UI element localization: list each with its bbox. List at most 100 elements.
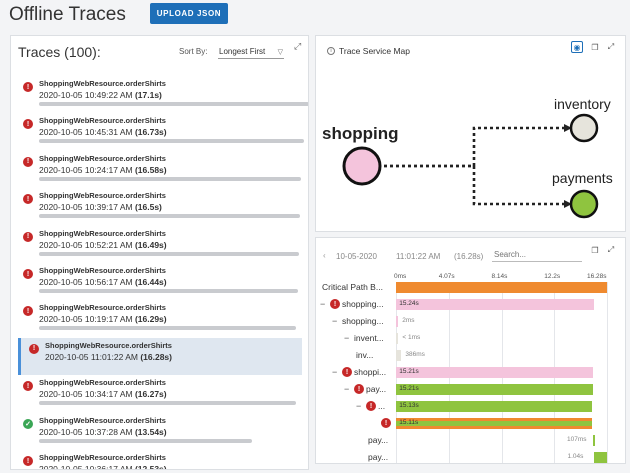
trace-timestamp: 2020-10-05 10:56:17 AM (16.44s) — [39, 277, 167, 287]
collapse-icon[interactable]: − — [344, 384, 350, 394]
error-icon: ! — [342, 367, 352, 377]
trace-time-value: 2020-10-05 10:49:22 AM — [39, 90, 133, 100]
trace-list-item[interactable]: ✓ ShoppingWebResource.orderShirts 2020-10-… — [11, 413, 308, 450]
trace-list-item[interactable]: ! ShoppingWebResource.orderShirts 2020-10-… — [11, 151, 308, 188]
span-row[interactable]: pay... 107ms — [316, 432, 625, 449]
span-row[interactable]: −! shoppi... 15.21s — [316, 364, 625, 381]
collapse-icon[interactable]: − — [344, 333, 350, 343]
span-bar[interactable] — [396, 384, 594, 395]
span-bar[interactable] — [396, 418, 593, 429]
critical-path-row[interactable]: Critical Path B... — [316, 279, 625, 296]
trace-duration: (16.73s) — [134, 127, 167, 138]
span-duration-label: < 1ms — [402, 334, 421, 341]
trace-name: ShoppingWebResource.orderShirts — [39, 228, 166, 238]
collapse-icon[interactable]: − — [356, 401, 362, 411]
node-payments[interactable] — [569, 189, 599, 219]
trace-list-item[interactable]: ! ShoppingWebResource.orderShirts 2020-10-… — [11, 76, 308, 113]
arrowhead-payments — [564, 200, 572, 208]
trace-waterfall-panel: ‹ 10-05-2020 11:01:22 AM (16.28s) ❐ ⤢ 0m… — [315, 237, 626, 464]
trace-list-item[interactable]: ! ShoppingWebResource.orderShirts 2020-10-… — [18, 337, 302, 375]
collapse-icon[interactable]: − — [332, 367, 338, 377]
collapse-icon[interactable]: − — [320, 299, 326, 309]
span-bar[interactable] — [396, 282, 607, 293]
windows-icon[interactable]: ❐ — [591, 42, 599, 52]
trace-duration-bar — [39, 214, 300, 219]
trace-name: ShoppingWebResource.orderShirts — [39, 191, 166, 201]
span-row[interactable]: inv... 386ms — [316, 347, 625, 364]
time-scale-tick: 0ms — [394, 273, 407, 280]
info-icon[interactable]: i — [327, 47, 335, 55]
trace-list-item[interactable]: ! ShoppingWebResource.orderShirts 2020-10-… — [11, 300, 308, 337]
upload-json-button[interactable]: UPLOAD JSON — [150, 3, 228, 24]
span-bar[interactable] — [396, 333, 399, 344]
span-bar[interactable] — [396, 316, 399, 327]
trace-name: ShoppingWebResource.orderShirts — [39, 453, 166, 462]
time-scale-tick: 16.28s — [587, 273, 607, 280]
expand-icon[interactable]: ⤢ — [607, 42, 615, 51]
trace-list-item[interactable]: ! ShoppingWebResource.orderShirts 2020-10-… — [11, 375, 308, 412]
expand-icon[interactable]: ⤢ — [607, 245, 615, 254]
trace-timestamp: 2020-10-05 10:37:28 AM (13.54s) — [39, 427, 167, 437]
trace-name: ShoppingWebResource.orderShirts — [39, 153, 166, 163]
span-search-input[interactable] — [492, 248, 582, 262]
trace-time-value: 2020-10-05 10:19:17 AM — [39, 314, 133, 325]
span-bar[interactable] — [396, 401, 593, 412]
sort-by-label: Sort By: — [179, 47, 208, 56]
span-row[interactable]: −! pay... 15.21s — [316, 381, 625, 398]
trace-duration: (16.28s) — [454, 252, 484, 261]
span-label: pay... — [368, 435, 389, 445]
trace-duration-bar — [39, 326, 296, 331]
trace-duration-bar — [39, 401, 296, 406]
span-bar[interactable] — [396, 299, 594, 310]
trace-timestamp: 2020-10-05 10:34:17 AM (16.27s) — [39, 389, 167, 399]
service-map-graph: shopping inventory payments — [322, 96, 613, 219]
trace-duration-bar — [39, 102, 308, 106]
span-duration-label: 1.04s — [567, 453, 584, 460]
trace-duration: (16.29s) — [134, 314, 167, 325]
traces-title: Traces (100): — [18, 44, 101, 60]
service-map-header: i Trace Service Map — [327, 46, 410, 56]
span-row[interactable]: − shopping... 2ms — [316, 313, 625, 330]
error-icon: ! — [366, 401, 376, 411]
span-row[interactable]: ! 15.11s — [316, 415, 625, 432]
span-bar[interactable] — [593, 435, 595, 446]
node-shopping[interactable] — [342, 146, 382, 186]
span-bar[interactable] — [396, 350, 402, 361]
trace-list-item[interactable]: ! ShoppingWebResource.orderShirts 2020-10-… — [11, 263, 308, 300]
time-scale-tick: 8.14s — [491, 273, 508, 280]
trace-timestamp: 2020-10-05 10:45:31 AM (16.73s) — [39, 127, 167, 137]
span-bar[interactable] — [396, 367, 594, 378]
trace-duration: (16.49s) — [134, 239, 167, 250]
trace-date: 10-05-2020 — [336, 252, 377, 261]
trace-name: ShoppingWebResource.orderShirts — [39, 303, 166, 313]
sort-by-select[interactable]: Longest First ▽ — [218, 45, 284, 59]
span-row[interactable]: pay... 1.04s — [316, 449, 625, 463]
span-row[interactable]: −!... 15.13s — [316, 398, 625, 415]
span-bar[interactable] — [593, 452, 607, 463]
span-label: invent... — [354, 333, 384, 343]
trace-timestamp: 2020-10-05 10:49:22 AM (17.1s) — [39, 90, 162, 100]
traces-panel: Traces (100): Sort By: Longest First ▽ ⤢… — [10, 35, 309, 470]
trace-duration: (17.1s) — [134, 90, 162, 100]
trace-list-item[interactable]: ! ShoppingWebResource.orderShirts 2020-10-… — [11, 188, 308, 225]
trace-name: ShoppingWebResource.orderShirts — [39, 378, 166, 388]
edge-shopping-payments — [384, 164, 568, 206]
span-duration-label: 2ms — [402, 317, 415, 324]
span-label: inv... — [356, 350, 374, 360]
windows-icon[interactable]: ❐ — [591, 245, 599, 255]
trace-list-item[interactable]: ! ShoppingWebResource.orderShirts 2020-10-… — [11, 226, 308, 263]
trace-time-value: 2020-10-05 10:36:17 AM — [39, 464, 133, 470]
chevron-left-icon[interactable]: ‹ — [323, 251, 326, 260]
trace-list-item[interactable]: ! ShoppingWebResource.orderShirts 2020-10-… — [11, 450, 308, 470]
trace-list-item[interactable]: ! ShoppingWebResource.orderShirts 2020-10-… — [11, 113, 308, 150]
span-row[interactable]: −! shopping... 15.24s — [316, 296, 625, 313]
span-row[interactable]: − invent... < 1ms — [316, 330, 625, 347]
node-inventory[interactable] — [569, 113, 599, 143]
focus-icon[interactable]: ◉ — [571, 41, 583, 53]
collapse-icon[interactable]: − — [332, 316, 338, 326]
error-icon: ! — [381, 418, 391, 428]
trace-duration: (13.54s) — [134, 426, 167, 437]
trace-duration: (12.53s) — [134, 464, 167, 470]
trace-name: ShoppingWebResource.orderShirts — [39, 266, 166, 275]
expand-icon[interactable]: ⤢ — [294, 41, 302, 51]
